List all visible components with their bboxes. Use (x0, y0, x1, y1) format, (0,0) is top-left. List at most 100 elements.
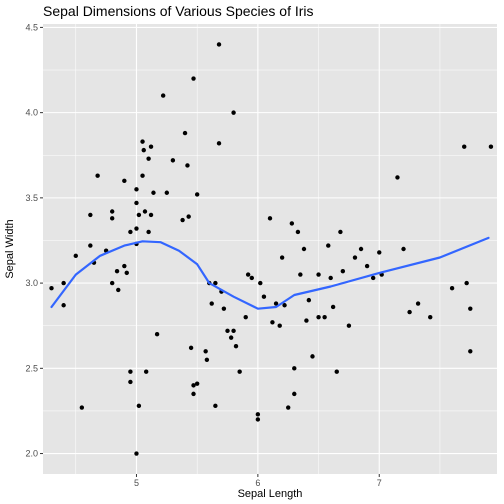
data-point (209, 301, 214, 306)
data-point (488, 144, 494, 149)
data-point (146, 156, 151, 161)
data-point (326, 243, 331, 248)
data-point (306, 297, 312, 303)
data-point (352, 255, 358, 260)
data-point (243, 314, 248, 320)
data-point (255, 417, 261, 422)
data-point (330, 304, 336, 310)
axis-ticks: 5 6 7 2.0 2.5 3.0 3.5 4.0 4.5 (25, 22, 381, 488)
data-point (216, 42, 222, 47)
data-point (322, 314, 327, 320)
data-point (204, 357, 210, 362)
y-tick-label: 3.5 (25, 193, 38, 203)
data-point (116, 287, 121, 293)
data-point (340, 268, 346, 274)
data-point (186, 214, 191, 219)
data-point (61, 280, 66, 286)
data-point (334, 369, 339, 374)
data-point (141, 147, 146, 153)
data-point (122, 178, 127, 184)
data-point (88, 212, 93, 218)
data-point (134, 226, 139, 231)
data-point (468, 306, 473, 311)
data-point (142, 209, 148, 214)
data-point (109, 209, 115, 214)
data-point (395, 175, 400, 180)
data-points (49, 42, 494, 456)
data-point (191, 383, 196, 388)
data-point (170, 158, 176, 163)
data-point (203, 349, 208, 354)
data-point (462, 144, 467, 149)
data-point (122, 263, 127, 269)
data-point (358, 246, 364, 252)
data-point (328, 275, 333, 281)
data-point (237, 369, 242, 374)
smooth-trend-line (50, 236, 490, 310)
data-point (216, 141, 222, 146)
chart-title: Sepal Dimensions of Various Species of I… (43, 3, 314, 19)
data-point (273, 301, 279, 306)
data-point (231, 328, 236, 334)
data-point (109, 280, 115, 286)
data-point (79, 405, 85, 410)
grid-lines (43, 24, 497, 474)
data-point (258, 280, 263, 286)
data-point (143, 369, 149, 374)
data-point (88, 243, 93, 248)
data-point (286, 405, 291, 410)
data-point (261, 294, 267, 299)
data-point (146, 229, 151, 235)
data-point (160, 93, 166, 98)
data-point (282, 303, 287, 308)
data-point (194, 381, 200, 386)
plot-panel (43, 24, 497, 474)
data-point (231, 110, 236, 115)
data-point (364, 263, 370, 269)
data-point (136, 403, 142, 409)
data-point (148, 144, 154, 149)
data-point (468, 349, 473, 354)
data-point (134, 451, 139, 456)
data-point (109, 216, 115, 221)
data-point (128, 229, 133, 235)
data-point (304, 318, 309, 323)
data-point (377, 250, 382, 255)
y-tick-label: 4.0 (25, 108, 38, 118)
data-point (185, 163, 190, 168)
data-point (114, 268, 120, 274)
data-point (245, 272, 251, 277)
x-tick-label: 5 (134, 478, 139, 488)
y-axis-label: Sepal Width (4, 219, 16, 278)
data-point (464, 280, 469, 286)
data-point (95, 173, 100, 178)
data-point (279, 255, 285, 260)
data-point (225, 328, 230, 334)
data-point (255, 412, 261, 417)
data-point (292, 366, 297, 371)
smooth-line-layer (50, 236, 490, 310)
data-point (249, 275, 254, 281)
data-point (221, 306, 227, 311)
data-point (407, 309, 412, 315)
data-point (194, 192, 200, 197)
data-point (428, 314, 433, 320)
data-point (148, 212, 154, 218)
data-point (73, 253, 78, 259)
y-tick-label: 3.0 (25, 278, 38, 288)
y-tick-label: 4.5 (25, 22, 38, 32)
data-point (136, 212, 142, 218)
data-point (233, 343, 239, 349)
data-point (292, 391, 297, 397)
data-point (401, 246, 406, 252)
data-point (188, 345, 194, 351)
data-point (140, 139, 145, 144)
data-point (134, 200, 139, 206)
data-point (182, 130, 188, 136)
data-point (370, 275, 376, 281)
data-point (301, 246, 307, 252)
data-point (338, 229, 343, 235)
data-point (128, 369, 133, 374)
data-point (151, 190, 156, 195)
data-point (449, 286, 455, 291)
